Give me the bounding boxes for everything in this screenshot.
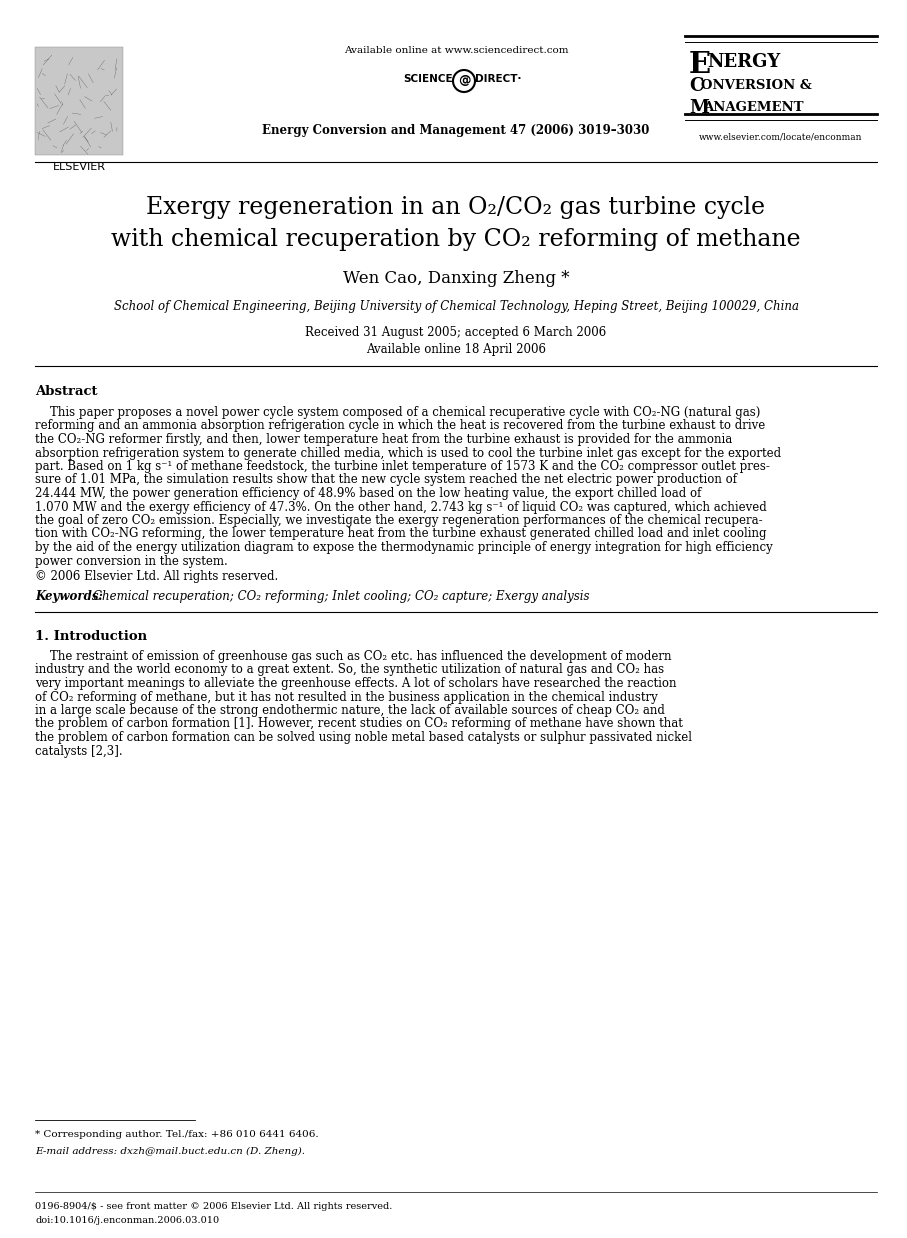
Text: reforming and an ammonia absorption refrigeration cycle in which the heat is rec: reforming and an ammonia absorption refr… [35, 420, 766, 432]
Text: M: M [689, 99, 709, 118]
Text: Wen Cao, Danxing Zheng *: Wen Cao, Danxing Zheng * [343, 270, 570, 287]
Text: with chemical recuperation by CO₂ reforming of methane: with chemical recuperation by CO₂ reform… [112, 228, 801, 251]
Text: ONVERSION &: ONVERSION & [701, 79, 812, 92]
Text: 1.070 MW and the exergy efficiency of 47.3%. On the other hand, 2.743 kg s⁻¹ of : 1.070 MW and the exergy efficiency of 47… [35, 500, 766, 514]
Text: The restraint of emission of greenhouse gas such as CO₂ etc. has influenced the : The restraint of emission of greenhouse … [35, 650, 671, 664]
Text: ANAGEMENT: ANAGEMENT [703, 102, 804, 114]
Text: 0196-8904/$ - see front matter © 2006 Elsevier Ltd. All rights reserved.: 0196-8904/$ - see front matter © 2006 El… [35, 1202, 393, 1211]
Text: Available online 18 April 2006: Available online 18 April 2006 [366, 343, 546, 357]
Text: Exergy regeneration in an O₂/CO₂ gas turbine cycle: Exergy regeneration in an O₂/CO₂ gas tur… [146, 196, 766, 219]
Text: catalysts [2,3].: catalysts [2,3]. [35, 744, 122, 758]
Text: industry and the world economy to a great extent. So, the synthetic utilization : industry and the world economy to a grea… [35, 664, 664, 676]
Text: ELSEVIER: ELSEVIER [53, 162, 105, 172]
Text: This paper proposes a novel power cycle system composed of a chemical recuperati: This paper proposes a novel power cycle … [35, 406, 760, 418]
Text: part. Based on 1 kg s⁻¹ of methane feedstock, the turbine inlet temperature of 1: part. Based on 1 kg s⁻¹ of methane feeds… [35, 461, 770, 473]
Text: Abstract: Abstract [35, 385, 97, 397]
Text: the problem of carbon formation [1]. However, recent studies on CO₂ reforming of: the problem of carbon formation [1]. How… [35, 718, 683, 730]
Text: © 2006 Elsevier Ltd. All rights reserved.: © 2006 Elsevier Ltd. All rights reserved… [35, 569, 278, 583]
Text: C: C [689, 77, 703, 95]
Text: 1. Introduction: 1. Introduction [35, 630, 147, 643]
Text: power conversion in the system.: power conversion in the system. [35, 555, 228, 567]
Text: www.elsevier.com/locate/enconman: www.elsevier.com/locate/enconman [699, 132, 863, 141]
Text: very important meanings to alleviate the greenhouse effects. A lot of scholars h: very important meanings to alleviate the… [35, 677, 677, 690]
Text: DIRECT·: DIRECT· [474, 74, 522, 84]
Bar [35, 47, 123, 155]
Text: tion with CO₂-NG reforming, the lower temperature heat from the turbine exhaust : tion with CO₂-NG reforming, the lower te… [35, 527, 766, 541]
Text: absorption refrigeration system to generate chilled media, which is used to cool: absorption refrigeration system to gener… [35, 447, 781, 459]
Text: E: E [689, 50, 711, 79]
Text: in a large scale because of the strong endothermic nature, the lack of available: in a large scale because of the strong e… [35, 704, 665, 717]
Text: Available online at www.sciencedirect.com: Available online at www.sciencedirect.co… [344, 46, 569, 54]
Text: Energy Conversion and Management 47 (2006) 3019–3030: Energy Conversion and Management 47 (200… [262, 124, 649, 137]
Text: E-mail address: dxzh@mail.buct.edu.cn (D. Zheng).: E-mail address: dxzh@mail.buct.edu.cn (D… [35, 1146, 305, 1156]
Text: by the aid of the energy utilization diagram to expose the thermodynamic princip: by the aid of the energy utilization dia… [35, 541, 773, 553]
Text: doi:10.1016/j.enconman.2006.03.010: doi:10.1016/j.enconman.2006.03.010 [35, 1216, 219, 1224]
Text: Chemical recuperation; CO₂ reforming; Inlet cooling; CO₂ capture; Exergy analysi: Chemical recuperation; CO₂ reforming; In… [93, 591, 590, 603]
Text: @: @ [458, 74, 470, 88]
Text: NERGY: NERGY [707, 53, 780, 71]
Text: the problem of carbon formation can be solved using noble metal based catalysts : the problem of carbon formation can be s… [35, 730, 692, 744]
Text: of CO₂ reforming of methane, but it has not resulted in the business application: of CO₂ reforming of methane, but it has … [35, 691, 658, 703]
Text: School of Chemical Engineering, Beijing University of Chemical Technology, Hepin: School of Chemical Engineering, Beijing … [113, 300, 798, 313]
Text: Received 31 August 2005; accepted 6 March 2006: Received 31 August 2005; accepted 6 Marc… [306, 326, 607, 339]
Text: 24.444 MW, the power generation efficiency of 48.9% based on the low heating val: 24.444 MW, the power generation efficien… [35, 487, 701, 500]
Text: the goal of zero CO₂ emission. Especially, we investigate the exergy regeneratio: the goal of zero CO₂ emission. Especiall… [35, 514, 763, 527]
Text: the CO₂-NG reformer firstly, and then, lower temperature heat from the turbine e: the CO₂-NG reformer firstly, and then, l… [35, 433, 732, 446]
Text: Keywords:: Keywords: [35, 591, 102, 603]
Text: SCIENCE: SCIENCE [404, 74, 453, 84]
Text: * Corresponding author. Tel./fax: +86 010 6441 6406.: * Corresponding author. Tel./fax: +86 01… [35, 1130, 318, 1139]
Text: sure of 1.01 MPa, the simulation results show that the new cycle system reached : sure of 1.01 MPa, the simulation results… [35, 473, 737, 487]
